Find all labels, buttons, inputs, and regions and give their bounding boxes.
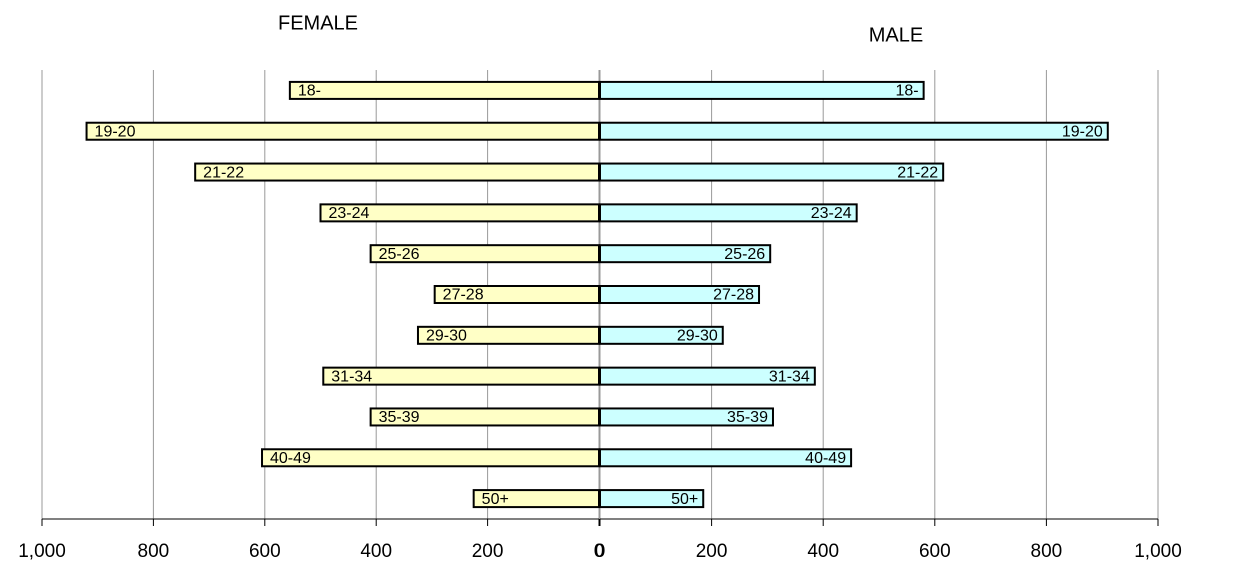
x-tick-label: 1,000	[18, 541, 66, 562]
x-tick-label: 800	[1031, 541, 1063, 562]
bar-label: 27-28	[713, 287, 754, 304]
bar	[599, 325, 724, 345]
bar-label: 25-26	[379, 246, 420, 263]
bar	[599, 244, 772, 264]
bar	[194, 162, 601, 182]
bar-label: 25-26	[724, 246, 765, 263]
bar-label: 31-34	[769, 368, 810, 385]
bar	[599, 448, 853, 468]
bar	[599, 366, 816, 386]
x-tick-label: 400	[807, 541, 839, 562]
bar-label: 40-49	[805, 450, 846, 467]
bar	[599, 203, 858, 223]
bar	[599, 489, 705, 509]
bar-label: 19-20	[95, 123, 136, 140]
bar	[599, 121, 1109, 141]
bar-label: 35-39	[727, 409, 768, 426]
bar	[599, 162, 945, 182]
x-tick-label: 0	[594, 541, 605, 562]
x-tick-label: 200	[472, 541, 504, 562]
bar-label: 18-	[896, 83, 919, 100]
bar	[288, 80, 600, 100]
bar	[599, 80, 925, 100]
x-tick-label: 800	[138, 541, 170, 562]
bar-label: 31-34	[331, 368, 372, 385]
bar-label: 23-24	[329, 205, 370, 222]
x-tick-label: 1,000	[1134, 541, 1182, 562]
bar-label: 50+	[671, 491, 698, 508]
bar-label: 19-20	[1062, 123, 1103, 140]
bar	[85, 121, 600, 141]
bar-label: 21-22	[897, 164, 938, 181]
x-tick-label: 400	[360, 541, 392, 562]
bar-label: 21-22	[203, 164, 244, 181]
bar-label: 29-30	[677, 328, 718, 345]
x-tick-label: 200	[696, 541, 728, 562]
x-tick-label: 600	[249, 541, 281, 562]
bar-label: 23-24	[811, 205, 852, 222]
bar-label: 50+	[482, 491, 509, 508]
bar-label: 18-	[298, 83, 321, 100]
bar-label: 35-39	[379, 409, 420, 426]
bar-label: 27-28	[443, 287, 484, 304]
bar	[261, 448, 600, 468]
bar	[599, 285, 761, 304]
x-tick-label: 600	[919, 541, 951, 562]
x-tick-label: 0	[595, 541, 606, 562]
chart-title: MALE	[869, 24, 923, 46]
bar-label: 40-49	[270, 450, 311, 467]
bar	[433, 285, 600, 304]
bar	[599, 407, 774, 427]
bar	[416, 325, 600, 345]
bar-label: 29-30	[426, 328, 467, 345]
chart-title: FEMALE	[278, 12, 358, 34]
